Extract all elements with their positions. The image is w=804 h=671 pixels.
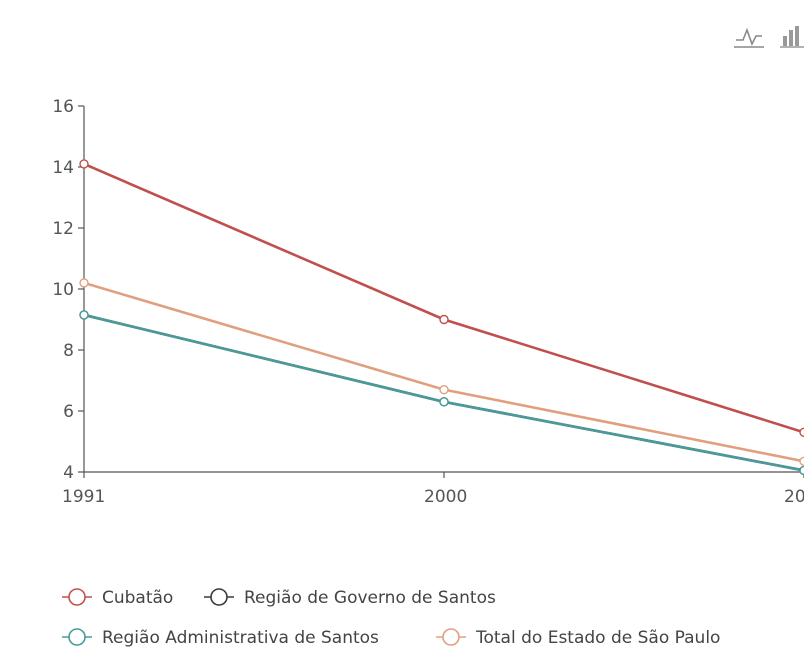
legend-label: Cubatão (102, 588, 173, 608)
data-point (799, 427, 804, 438)
y-tick-label: 14 (52, 158, 74, 178)
legend-marker-icon (442, 628, 460, 646)
legend-item[interactable]: Região Administrativa de Santos (62, 628, 379, 648)
y-tick-label: 6 (63, 402, 74, 422)
legend-label: Total do Estado de São Paulo (475, 628, 720, 648)
legend-label: Região de Governo de Santos (244, 588, 496, 608)
legend-marker-icon (68, 628, 86, 646)
legend: Cubatão Região de Governo de Santos Região… (62, 588, 720, 648)
line-chart-icon[interactable] (734, 20, 764, 48)
data-point (439, 384, 449, 395)
y-tick-label: 16 (52, 97, 74, 117)
legend-item[interactable]: Cubatão (62, 588, 173, 608)
data-point (439, 397, 449, 407)
data-point (79, 159, 89, 169)
x-tick-label: 1991 (62, 487, 105, 507)
data-point (799, 456, 804, 467)
y-tick-label: 4 (63, 463, 74, 483)
x-tick-label: 2000 (424, 487, 467, 507)
legend-label: Região Administrativa de Santos (102, 628, 379, 648)
y-tick-label: 10 (52, 280, 74, 300)
data-point (799, 465, 804, 476)
y-tick-label: 12 (52, 219, 74, 239)
x-tick-label: 2010 (784, 487, 804, 507)
y-tick-label: 8 (63, 341, 74, 361)
legend-marker-icon (210, 588, 228, 606)
legend-item[interactable]: Total do Estado de São Paulo (436, 628, 720, 648)
data-point (79, 310, 89, 320)
data-point (439, 314, 449, 325)
legend-marker-icon (68, 588, 86, 606)
legend-item[interactable]: Região de Governo de Santos (204, 588, 496, 608)
series-line (83, 281, 804, 463)
data-point (79, 278, 89, 288)
bar-chart-icon[interactable] (780, 20, 804, 48)
